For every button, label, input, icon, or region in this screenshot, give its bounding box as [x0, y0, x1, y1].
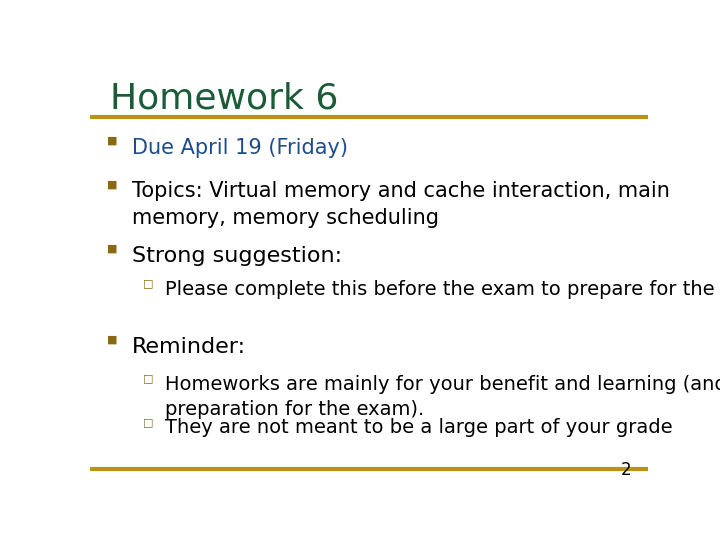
Text: Due April 19 (Friday): Due April 19 (Friday): [132, 138, 348, 158]
Text: □: □: [143, 417, 153, 427]
Text: ■: ■: [107, 179, 117, 189]
Text: ■: ■: [107, 244, 117, 254]
Text: Please complete this before the exam to prepare for the exam: Please complete this before the exam to …: [166, 280, 720, 299]
Text: ■: ■: [107, 136, 117, 145]
Text: Homework 6: Homework 6: [109, 82, 338, 116]
Text: Homeworks are mainly for your benefit and learning (and
preparation for the exam: Homeworks are mainly for your benefit an…: [166, 375, 720, 418]
Text: ■: ■: [107, 335, 117, 345]
Text: They are not meant to be a large part of your grade: They are not meant to be a large part of…: [166, 418, 673, 437]
Text: 2: 2: [621, 461, 631, 478]
Text: Topics: Virtual memory and cache interaction, main
memory, memory scheduling: Topics: Virtual memory and cache interac…: [132, 181, 670, 228]
Text: □: □: [143, 279, 153, 288]
Text: Strong suggestion:: Strong suggestion:: [132, 246, 342, 266]
Text: Reminder:: Reminder:: [132, 337, 246, 357]
Text: □: □: [143, 373, 153, 383]
